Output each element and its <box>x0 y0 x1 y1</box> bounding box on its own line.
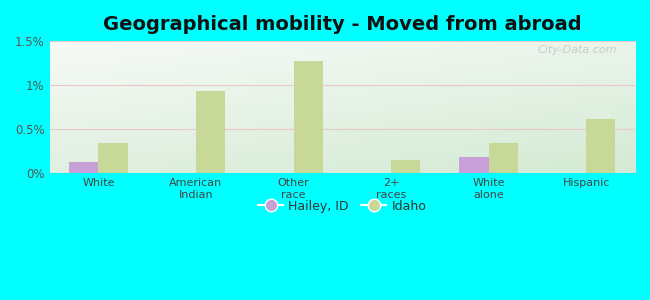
Bar <box>460 157 489 173</box>
Bar <box>294 61 323 173</box>
Bar <box>586 119 616 173</box>
Text: City-Data.com: City-Data.com <box>538 45 617 55</box>
Title: Geographical mobility - Moved from abroad: Geographical mobility - Moved from abroa… <box>103 15 582 34</box>
Legend: Hailey, ID, Idaho: Hailey, ID, Idaho <box>254 194 431 218</box>
Bar <box>489 142 518 173</box>
Bar <box>391 160 421 173</box>
Bar <box>98 142 127 173</box>
Bar <box>196 92 226 173</box>
Bar <box>69 162 98 173</box>
